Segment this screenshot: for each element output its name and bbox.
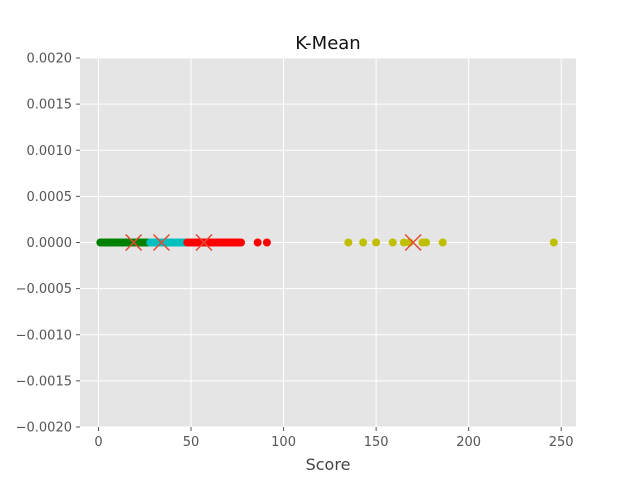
grid — [80, 57, 576, 428]
x-tick-label: 50 — [183, 435, 200, 450]
data-point — [399, 238, 408, 247]
y-tick-label: 0.0015 — [27, 98, 73, 113]
x-tick-label: 150 — [364, 435, 389, 450]
y-tick-label: −0.0010 — [16, 328, 72, 343]
centroid-marker — [125, 233, 143, 252]
chart-title: K-Mean — [295, 33, 360, 54]
x-tick-label: 0 — [94, 435, 102, 450]
centroid-marker — [404, 233, 422, 252]
data-point — [237, 238, 246, 247]
data-point — [359, 238, 368, 247]
y-tick-label: 0.0000 — [27, 236, 73, 251]
data-point — [262, 238, 271, 247]
y-tick-label: 0.0020 — [27, 52, 73, 67]
x-axis: 0 50 100 150 200 250 — [94, 427, 574, 450]
centroid-marker — [195, 233, 213, 252]
x-tick-label: 250 — [549, 435, 574, 450]
centroids — [125, 233, 422, 252]
y-tick-label: −0.0015 — [16, 374, 72, 389]
y-tick-label: 0.0010 — [27, 144, 73, 159]
data-point — [253, 238, 262, 247]
y-tick-label: −0.0020 — [16, 421, 72, 436]
x-tick-label: 100 — [271, 435, 296, 450]
x-axis-label: Score — [306, 455, 351, 474]
data-point — [344, 238, 353, 247]
y-tick-label: 0.0005 — [27, 190, 73, 205]
data-point — [438, 238, 447, 247]
y-tick-label: −0.0005 — [16, 282, 72, 297]
data-point — [372, 238, 381, 247]
y-axis: −0.0020 −0.0015 −0.0010 −0.0005 0.0000 0.0005… — [16, 52, 80, 436]
data-point — [549, 238, 558, 247]
data-point — [422, 238, 431, 247]
data-points — [96, 238, 558, 247]
data-point — [388, 238, 397, 247]
x-tick-label: 200 — [456, 435, 481, 450]
centroid-marker — [152, 233, 170, 252]
